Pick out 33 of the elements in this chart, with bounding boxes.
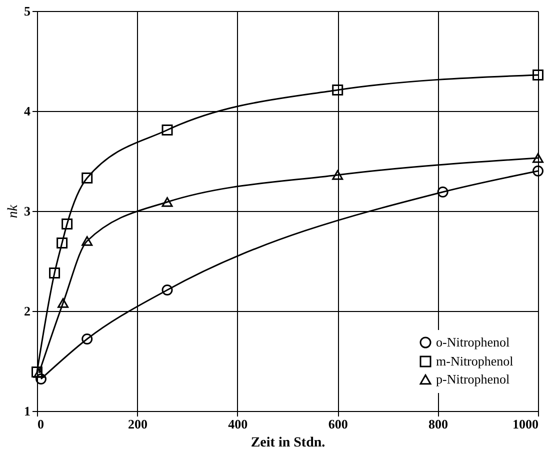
- legend-label: p-Nitrophenol: [436, 372, 510, 386]
- point: [532, 166, 544, 176]
- y-axis-title: nk: [6, 204, 21, 218]
- x-tick-label: 400: [228, 416, 248, 432]
- point: [532, 70, 544, 80]
- point: [82, 172, 93, 184]
- point: [532, 153, 544, 163]
- x-tick-label: 0: [38, 416, 44, 432]
- y-tick-label: 3: [24, 204, 31, 218]
- point: [332, 170, 344, 180]
- x-tick-label: 800: [428, 416, 448, 432]
- x-tick-label: 1000: [512, 416, 538, 432]
- x-axis-title: Zeit in Stdn.: [250, 436, 326, 450]
- y-tick-label: 1: [24, 404, 30, 418]
- y-tick-label: 5: [24, 4, 31, 18]
- point: [162, 124, 173, 136]
- x-tick-label: 600: [328, 416, 348, 432]
- point: [62, 218, 73, 230]
- point: [82, 334, 93, 344]
- legend-label: m-Nitrophenol: [436, 354, 514, 368]
- point: [437, 186, 448, 198]
- point: [162, 284, 173, 296]
- point: [82, 236, 93, 246]
- point: [162, 197, 173, 207]
- point: [332, 84, 344, 96]
- point: [58, 298, 69, 308]
- y-tick-label: 2: [24, 304, 30, 318]
- y-tick-label: 4: [24, 104, 31, 118]
- point: [56, 238, 68, 248]
- legend-label: o-Nitrophenol: [436, 334, 510, 350]
- point: [36, 374, 46, 384]
- x-tick-label: 200: [128, 416, 148, 432]
- point: [49, 268, 60, 278]
